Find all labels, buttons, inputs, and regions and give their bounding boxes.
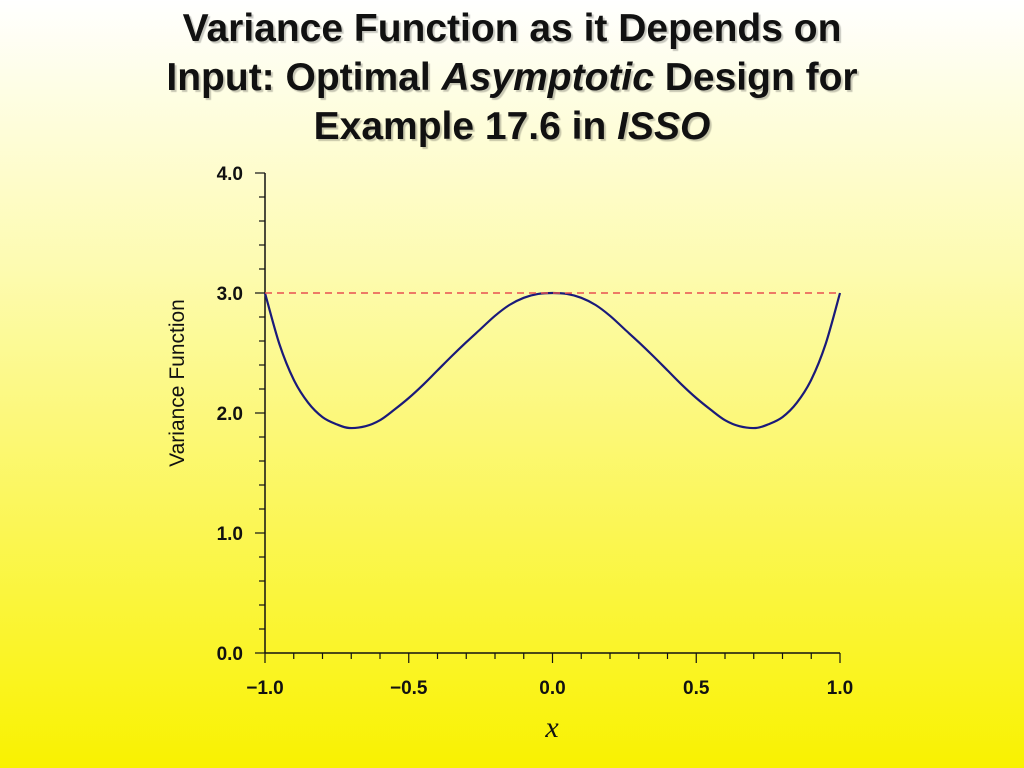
y-tick-label: 2.0	[217, 404, 243, 425]
x-tick-label: −1.0	[246, 678, 284, 699]
y-tick-label: 1.0	[217, 524, 243, 545]
y-axis-label: Variance Function	[166, 299, 189, 467]
title-line-2a: Input: Optimal	[166, 56, 442, 99]
y-tick-label: 0.0	[217, 644, 243, 665]
x-tick-label: 0.5	[683, 678, 710, 699]
x-tick-label: 0.0	[539, 678, 565, 699]
y-tick-label: 3.0	[217, 284, 243, 305]
title-line-3-emphasis: ISSO	[617, 105, 711, 148]
x-tick-label: −0.5	[390, 678, 428, 699]
series-layer	[263, 291, 842, 430]
title-line-3a: Example 17.6 in	[313, 105, 618, 148]
ticks: 0.0 1.0 2.0 3.0 4.0 −1.0 −0.5 0.0 0.5 1.0	[217, 164, 854, 699]
x-axis-label: x	[544, 711, 559, 744]
axes	[264, 173, 840, 654]
y-tick-label: 4.0	[217, 164, 243, 185]
title-line-2-emphasis: Asymptotic	[441, 56, 654, 99]
x-tick-label: 1.0	[827, 678, 853, 699]
slide-title: Variance Function as it Depends on Input…	[0, 4, 1024, 151]
title-line-1: Variance Function as it Depends on	[182, 7, 842, 50]
variance-curve-series	[263, 291, 842, 430]
title-line-2b: Design for	[653, 56, 858, 99]
